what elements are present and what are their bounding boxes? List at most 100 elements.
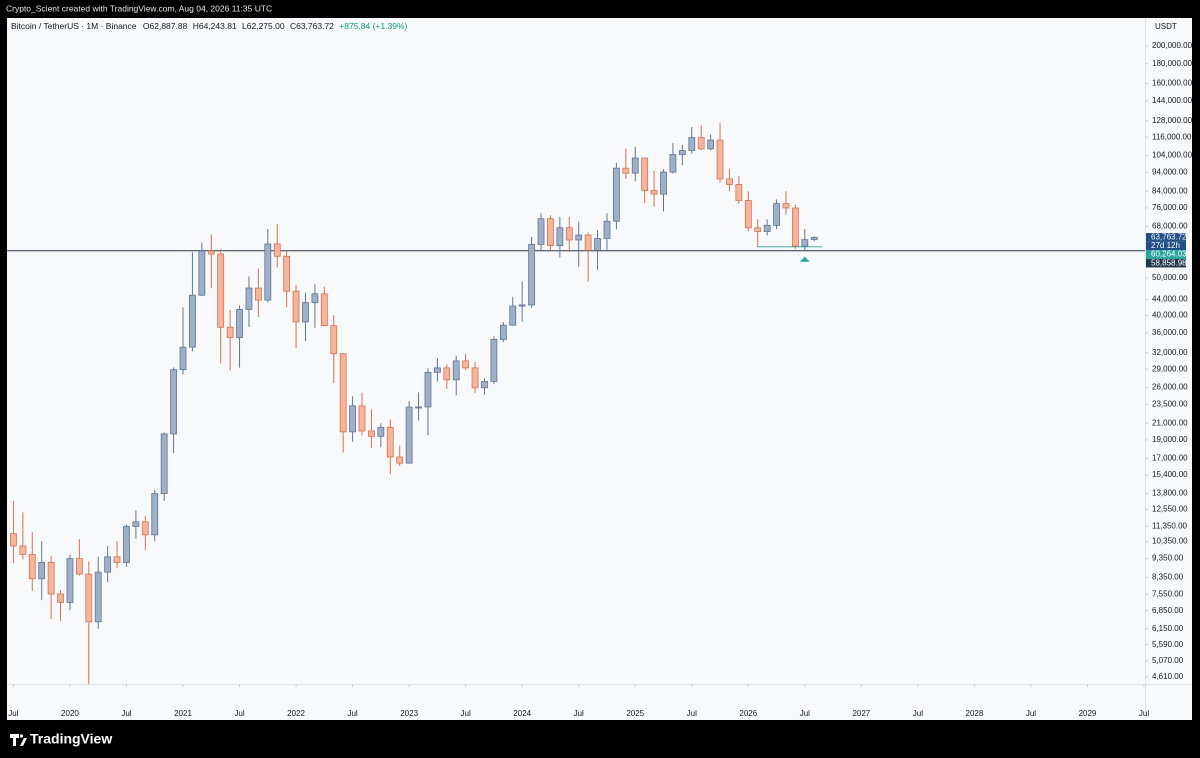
candle-body — [433, 367, 441, 373]
candle-body — [377, 426, 385, 437]
candle-body — [575, 234, 583, 241]
x-tick-label: 2021 — [174, 709, 192, 718]
candle-body — [584, 234, 592, 251]
y-tick-label: 13,800.00 — [1152, 489, 1188, 498]
y-tick-label: 40,000.00 — [1152, 310, 1188, 319]
x-tick-label: 2028 — [966, 709, 984, 718]
candle-body — [773, 203, 780, 226]
countdown-box — [1146, 241, 1186, 251]
y-tick-label: 116,000.00 — [1152, 132, 1192, 141]
candle-body — [641, 157, 649, 191]
candle-body — [763, 224, 771, 232]
candle-body — [132, 521, 140, 527]
candle-body — [189, 294, 196, 348]
candle-body — [697, 137, 705, 150]
low-value: L62,275.00 — [242, 21, 285, 31]
candle-body — [707, 139, 715, 150]
candle-body — [443, 367, 451, 381]
y-tick-label: 36,000.00 — [1152, 328, 1188, 337]
x-tick-label: Jul — [234, 709, 244, 718]
x-tick-label: Jul — [1026, 709, 1036, 718]
candle-body — [688, 137, 696, 151]
candle-body — [66, 558, 74, 603]
legend-header: Bitcoin / TetherUS · 1M · Binance O62,88… — [11, 21, 408, 31]
candle-body — [405, 406, 413, 464]
x-tick-label: Jul — [8, 709, 18, 718]
y-tick-label: 26,000.00 — [1152, 383, 1188, 392]
candle-body — [170, 369, 177, 435]
change-value: +875.84 (+1.39%) — [339, 21, 407, 31]
level-label: 60,264.03 — [1151, 250, 1187, 259]
y-tick-label: 6,150.00 — [1152, 624, 1184, 633]
y-tick-label: 50,000.00 — [1152, 273, 1188, 282]
y-tick-label: 76,000.00 — [1152, 203, 1188, 212]
y-tick-label: 128,000.00 — [1152, 116, 1193, 125]
candle-body — [528, 244, 536, 306]
last-price-label: 63,763.72 — [1151, 232, 1187, 241]
candle-body — [339, 353, 347, 433]
candle-body — [273, 243, 281, 257]
candle-body — [254, 287, 262, 301]
high-value: H64,243.81 — [193, 21, 237, 31]
candle-body — [801, 239, 809, 247]
y-tick-label: 8,350.00 — [1152, 573, 1184, 582]
candle-body — [678, 150, 686, 155]
candle-body — [622, 167, 630, 174]
x-tick-label: 2023 — [400, 709, 418, 718]
y-tick-label: 15,400.00 — [1152, 470, 1188, 479]
y-tick-label: 5,070.00 — [1152, 656, 1184, 665]
candle-body — [94, 571, 102, 623]
candle-body — [349, 405, 356, 433]
candle-body — [264, 243, 272, 301]
chart-background — [7, 18, 1192, 720]
candle-body — [38, 562, 46, 580]
x-tick-label: Jul — [347, 709, 357, 718]
candle-body — [75, 558, 83, 575]
candle-body — [198, 250, 206, 296]
y-tick-label: 84,000.00 — [1152, 186, 1188, 195]
candle-body — [462, 360, 470, 369]
close-value: C63,763.72 — [290, 21, 334, 31]
candle-body — [330, 325, 338, 355]
level-box — [1146, 250, 1186, 259]
y-tick-label: 32,000.00 — [1152, 348, 1188, 357]
candle-body — [179, 346, 187, 371]
candle-body — [518, 304, 526, 307]
plot — [7, 123, 1145, 684]
candle-body — [47, 562, 55, 595]
x-tick-label: Jul — [687, 709, 697, 718]
brand-logo: TradingView — [10, 731, 112, 747]
x-tick-label: Jul — [1139, 709, 1149, 718]
candle-body — [603, 220, 611, 239]
candle-body — [471, 367, 479, 389]
candle-body — [207, 250, 215, 255]
candle-body — [358, 405, 366, 432]
candle-body — [716, 139, 724, 180]
brand: TradingView — [30, 731, 112, 747]
y-tick-label: 200,000.00 — [1152, 41, 1193, 50]
y-tick-label: 160,000.00 — [1152, 79, 1193, 88]
candle-body — [245, 287, 253, 310]
candle-body — [424, 371, 432, 408]
y-tick-label: 94,000.00 — [1152, 168, 1188, 177]
x-tick-label: 2024 — [513, 709, 531, 718]
candle-body — [547, 218, 554, 247]
open-value: O62,887.88 — [143, 21, 188, 31]
candle-body — [28, 553, 36, 580]
candle-body — [754, 227, 762, 232]
candle-body — [368, 430, 375, 437]
x-tick-label: Jul — [574, 709, 584, 718]
candle-body — [744, 200, 752, 229]
low-marker — [799, 256, 810, 262]
x-tick-label: Jul — [800, 709, 810, 718]
y-tick-label: 23,500.00 — [1152, 399, 1188, 408]
y-tick-label: 180,000.00 — [1152, 59, 1193, 68]
candle-body — [669, 154, 677, 173]
y-tick-label: 4,610.00 — [1152, 672, 1184, 681]
x-tick-label: 2025 — [626, 709, 644, 718]
currency: USDT — [1155, 22, 1177, 31]
candle-body — [565, 227, 573, 241]
candle-body — [123, 526, 130, 563]
candle-body — [217, 253, 225, 328]
